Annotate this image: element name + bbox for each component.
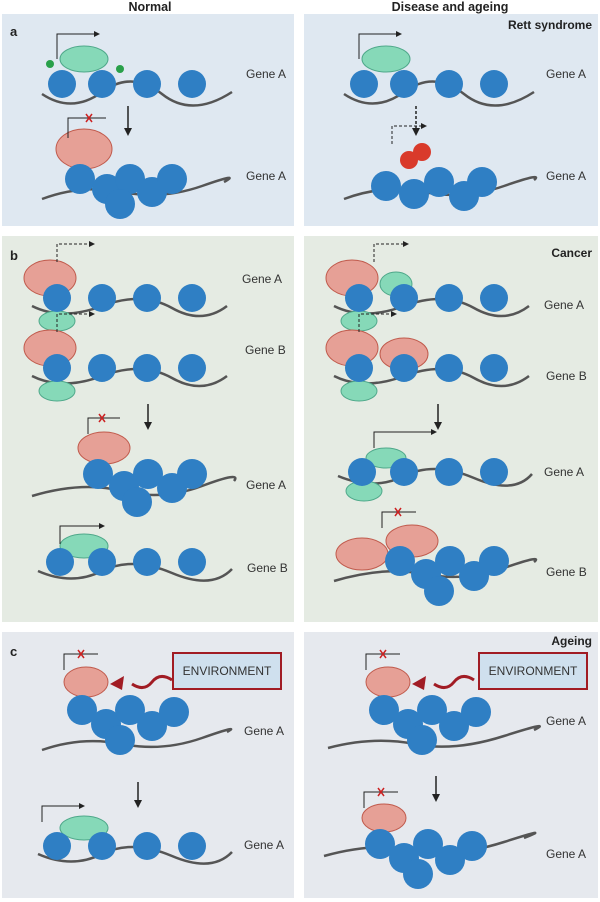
gene-label-a: Gene A: [544, 465, 585, 479]
gene-label-a: Gene A: [244, 838, 285, 852]
gene-label-b: Gene B: [546, 369, 587, 383]
gene-label-a: Gene A: [544, 298, 585, 312]
panel-letter: b: [10, 248, 18, 263]
panel-c-disease: Ageing ENVIRONMENT Gene A Gene A: [304, 632, 598, 898]
panel-c-normal: c ENVIRONMENT Gene A Gene A: [2, 632, 294, 898]
environment-box: ENVIRONMENT: [478, 652, 588, 690]
gene-label-a: Gene A: [546, 847, 587, 861]
gene-label-a: Gene A: [546, 67, 587, 81]
column-title-disease: Disease and ageing: [391, 0, 509, 14]
panel-b-normal: b Gene A Gene B Gene A Gene B: [2, 236, 294, 622]
gene-label-a: Gene A: [246, 67, 287, 81]
condition-rett-syndrome: Rett syndrome: [507, 18, 592, 32]
gene-label-b: Gene B: [247, 561, 288, 575]
panel-b-disease: Cancer Gene A Gene B: [304, 236, 598, 622]
gene-label-b: Gene B: [245, 343, 286, 357]
gene-label-a: Gene A: [546, 714, 587, 728]
gene-label-a: Gene A: [546, 169, 587, 183]
gene-label-a: Gene A: [242, 272, 283, 286]
environment-box: ENVIRONMENT: [172, 652, 282, 690]
panel-b-disease-diagram: [325, 241, 538, 606]
column-title-normal: Normal: [128, 0, 172, 14]
condition-ageing: Ageing: [551, 634, 592, 648]
panel-a-disease: Rett syndrome Gene A Gene A: [304, 14, 598, 226]
gene-label-b: Gene B: [546, 565, 587, 579]
gene-label-a: Gene A: [244, 724, 285, 738]
panel-c-disease-diagram: [323, 649, 541, 889]
panel-a-disease-diagram: [343, 31, 538, 211]
gene-label-a: Gene A: [246, 169, 287, 183]
gene-label-a: Gene A: [246, 478, 287, 492]
panel-a-normal: a Gene A Gene A: [2, 14, 294, 226]
condition-cancer: Cancer: [551, 246, 592, 260]
panel-b-normal-diagram: [23, 241, 237, 582]
panel-a-normal-diagram: [41, 31, 233, 219]
panel-letter: c: [10, 644, 18, 659]
panel-letter: a: [10, 24, 18, 39]
panel-c-normal-diagram: [37, 649, 233, 865]
